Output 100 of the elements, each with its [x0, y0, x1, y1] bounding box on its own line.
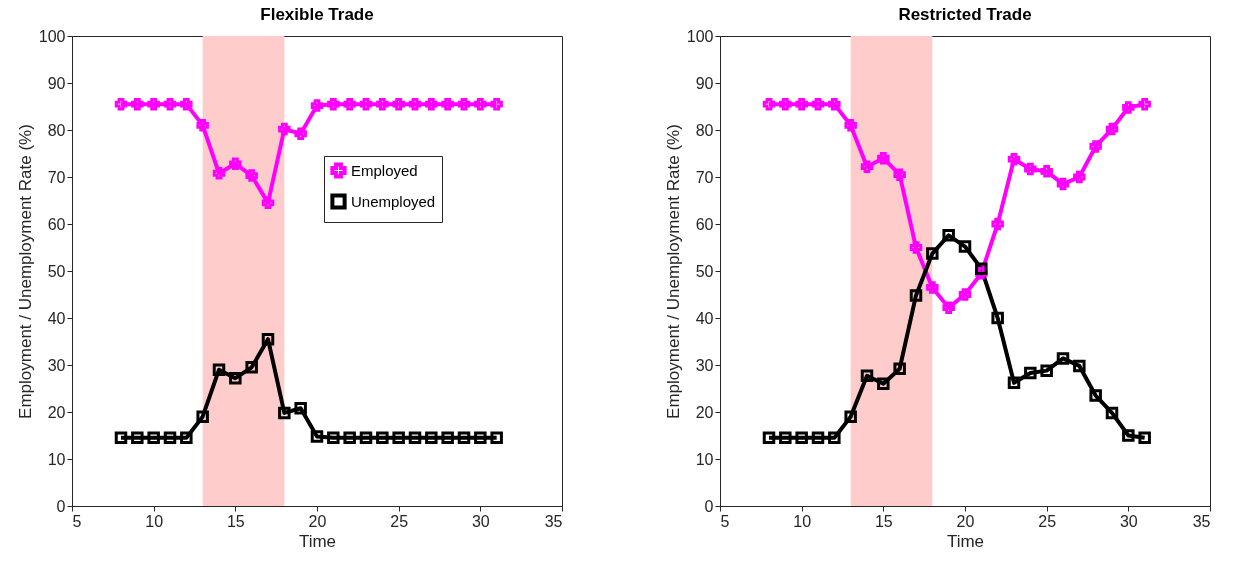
y-tick-label: 60 — [47, 215, 66, 233]
point — [327, 431, 340, 445]
point — [376, 97, 389, 111]
x-tick-label: 35 — [1192, 512, 1211, 530]
point — [844, 410, 857, 423]
x-axis-title: Time — [298, 531, 337, 551]
y-tick-label: 10 — [695, 450, 714, 468]
point — [1024, 162, 1037, 176]
point — [180, 97, 193, 111]
point — [359, 431, 373, 445]
point — [343, 431, 356, 445]
point — [975, 262, 988, 275]
point — [1138, 97, 1151, 111]
point — [474, 97, 487, 111]
chart-title: Restricted Trade — [898, 5, 1032, 24]
point — [811, 97, 825, 111]
point — [147, 97, 160, 111]
y-tick-label: 90 — [695, 74, 714, 92]
point — [909, 241, 923, 254]
point — [828, 431, 841, 445]
point — [893, 168, 906, 181]
point — [958, 240, 972, 253]
y-tick-label: 100 — [686, 27, 714, 45]
y-tick-label: 80 — [695, 121, 714, 139]
point — [392, 97, 405, 111]
chart-title: Flexible Trade — [260, 5, 374, 24]
point — [261, 196, 275, 210]
x-tick-label: 20 — [308, 512, 327, 530]
point — [1007, 376, 1021, 390]
point — [762, 97, 776, 111]
point — [860, 160, 874, 173]
y-tick-label: 0 — [56, 497, 66, 515]
point — [926, 281, 939, 294]
x-axis-title: Time — [946, 531, 985, 551]
y-tick-label: 20 — [695, 403, 714, 421]
y-axis-title: Employment / Unemployment Rate (%) — [663, 124, 683, 419]
point — [425, 431, 438, 445]
y-tick-label: 40 — [695, 309, 714, 327]
point — [1073, 170, 1086, 184]
point — [1040, 364, 1053, 377]
y-tick-label: 0 — [704, 497, 714, 515]
point — [490, 431, 503, 445]
point — [376, 431, 389, 445]
point — [278, 406, 291, 420]
point — [779, 431, 792, 445]
point — [163, 97, 177, 111]
y-tick-label: 100 — [38, 27, 66, 45]
point — [229, 371, 242, 385]
y-tick-label: 50 — [47, 262, 66, 280]
point — [828, 97, 841, 111]
point — [294, 127, 307, 140]
x-tick-label: 30 — [1119, 512, 1138, 530]
point — [860, 369, 874, 383]
point — [212, 167, 226, 180]
point — [1138, 431, 1151, 445]
x-tick-label: 20 — [956, 512, 975, 530]
point — [1089, 389, 1102, 402]
point — [278, 122, 291, 136]
point — [245, 361, 258, 374]
x-tick-label: 10 — [145, 512, 164, 530]
y-tick-label: 80 — [47, 121, 66, 139]
y-tick-label: 60 — [695, 215, 714, 233]
point — [131, 97, 144, 111]
point — [294, 402, 307, 415]
point — [942, 229, 955, 242]
point — [359, 97, 373, 111]
point — [1007, 152, 1021, 166]
point — [762, 431, 776, 445]
point — [1056, 352, 1070, 365]
point — [163, 431, 177, 445]
y-tick-label: 70 — [47, 168, 66, 186]
point — [893, 362, 906, 375]
point — [1024, 366, 1037, 380]
point — [844, 119, 857, 132]
point — [343, 97, 356, 111]
point — [441, 431, 454, 445]
point — [490, 97, 503, 111]
point — [909, 289, 923, 302]
x-tick-label: 10 — [793, 512, 812, 530]
point — [474, 431, 487, 445]
point — [942, 301, 955, 314]
point — [1040, 165, 1053, 178]
point — [408, 97, 422, 111]
point — [245, 169, 258, 182]
point — [229, 157, 242, 171]
x-tick-label: 35 — [544, 512, 563, 530]
x-tick-label: 25 — [390, 512, 409, 530]
point — [114, 97, 128, 111]
point — [811, 431, 825, 445]
point — [795, 97, 808, 111]
point — [877, 377, 890, 391]
point — [926, 247, 939, 260]
point — [425, 97, 438, 111]
y-tick-label: 90 — [47, 74, 66, 92]
point — [180, 431, 193, 445]
legend-label: Unemployed — [351, 192, 436, 210]
point — [991, 311, 1004, 325]
y-tick-label: 10 — [47, 450, 66, 468]
x-tick-label: 15 — [874, 512, 893, 530]
point — [1105, 122, 1119, 136]
